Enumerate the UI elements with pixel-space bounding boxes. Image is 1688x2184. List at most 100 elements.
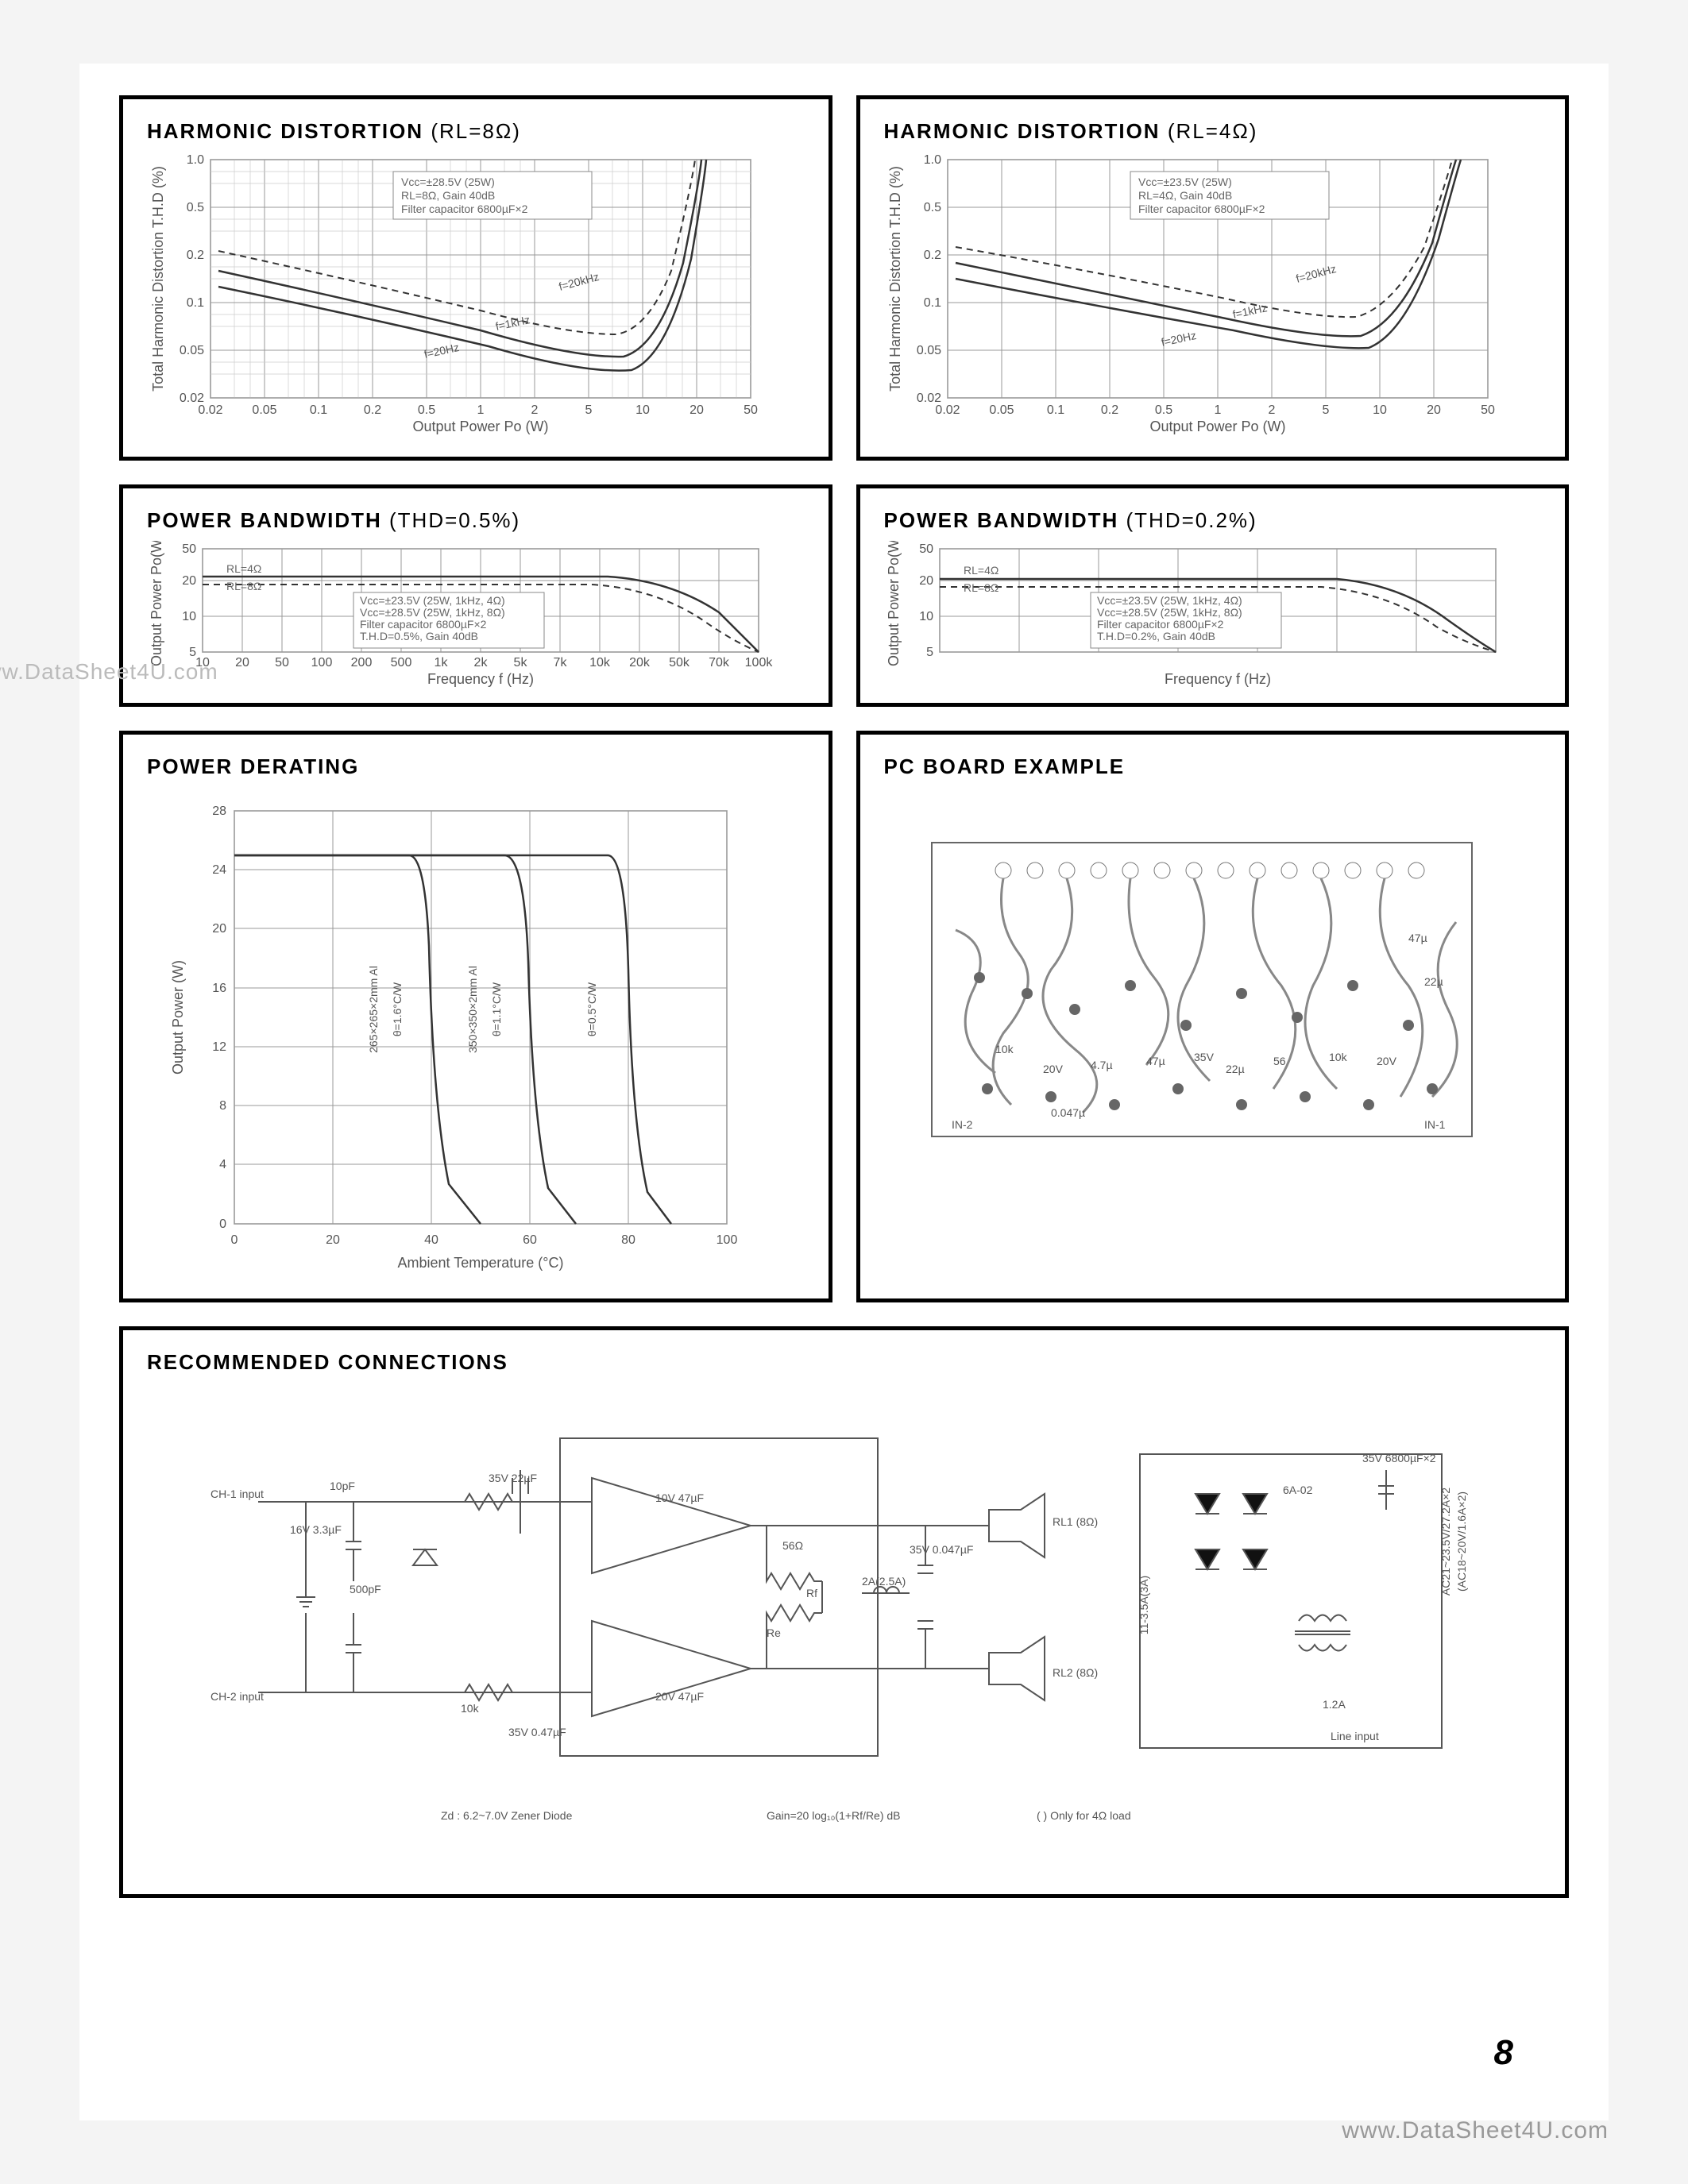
svg-text:Filter capacitor 6800µF×2: Filter capacitor 6800µF×2 [360, 618, 487, 631]
svg-text:100: 100 [717, 1233, 738, 1247]
svg-text:0.02: 0.02 [916, 392, 941, 405]
svg-text:( ) Only for 4Ω load: ( ) Only for 4Ω load [1037, 1809, 1131, 1822]
svg-text:80: 80 [621, 1233, 635, 1247]
svg-text:16V 3.3µF: 16V 3.3µF [290, 1523, 342, 1536]
svg-text:6A-02: 6A-02 [1283, 1484, 1313, 1496]
svg-text:22µ: 22µ [1226, 1063, 1245, 1075]
svg-text:2: 2 [531, 403, 539, 417]
svg-text:0.2: 0.2 [1100, 403, 1118, 417]
svg-text:Filter capacitor 6800µF×2: Filter capacitor 6800µF×2 [1138, 203, 1265, 215]
panel-harmonic-distortion-4ohm: HARMONIC DISTORTION (RL=4Ω) [856, 95, 1570, 461]
svg-text:10: 10 [635, 403, 650, 417]
svg-text:0.2: 0.2 [923, 249, 941, 262]
panel-title: HARMONIC DISTORTION (RL=8Ω) [147, 119, 805, 144]
svg-text:40: 40 [424, 1233, 438, 1247]
svg-text:0.1: 0.1 [1046, 403, 1064, 417]
svg-text:50: 50 [1481, 403, 1495, 417]
watermark-right: www.DataSheet4U.com [1342, 2117, 1609, 2144]
legend-line: RL=8Ω, Gain 40dB [401, 189, 495, 202]
svg-text:22µ: 22µ [1424, 975, 1443, 988]
svg-text:AC21~23.5V/27.2A×2: AC21~23.5V/27.2A×2 [1439, 1488, 1452, 1596]
svg-text:5: 5 [585, 403, 593, 417]
svg-text:56Ω: 56Ω [782, 1539, 803, 1552]
svg-text:10k: 10k [1329, 1051, 1348, 1063]
svg-text:Output Power (W): Output Power (W) [170, 960, 186, 1075]
svg-text:θ=0.5°C/W: θ=0.5°C/W [585, 982, 598, 1036]
svg-text:50: 50 [919, 542, 933, 556]
svg-text:2k: 2k [474, 656, 489, 669]
svg-text:35V 6800µF×2: 35V 6800µF×2 [1362, 1452, 1436, 1464]
svg-text:T.H.D=0.5%, Gain 40dB: T.H.D=0.5%, Gain 40dB [360, 630, 478, 642]
svg-text:20: 20 [235, 656, 249, 669]
svg-text:60: 60 [523, 1233, 537, 1247]
svg-text:Total Harmonic Distortion T.H.: Total Harmonic Distortion T.H.D (%) [150, 166, 166, 392]
svg-text:Re: Re [767, 1626, 781, 1639]
svg-text:5: 5 [1322, 403, 1329, 417]
svg-text:100: 100 [311, 656, 333, 669]
svg-text:7k: 7k [554, 656, 568, 669]
svg-text:0: 0 [219, 1217, 226, 1231]
svg-text:20: 20 [212, 922, 226, 936]
title-sub: (RL=8Ω) [431, 119, 521, 143]
svg-text:12: 12 [212, 1040, 226, 1054]
svg-text:Total Harmonic Distortion T.H.: Total Harmonic Distortion T.H.D (%) [887, 166, 903, 392]
svg-text:1.2A: 1.2A [1323, 1698, 1346, 1711]
svg-text:50: 50 [182, 542, 196, 556]
svg-text:0.5: 0.5 [187, 201, 204, 214]
svg-text:θ=1.1°C/W: θ=1.1°C/W [490, 982, 503, 1036]
svg-text:Vcc=±28.5V (25W, 1kHz, 8Ω): Vcc=±28.5V (25W, 1kHz, 8Ω) [1097, 606, 1242, 619]
watermark-left: www.DataSheet4U.com [0, 659, 218, 685]
svg-text:56: 56 [1273, 1055, 1286, 1067]
svg-text:10k: 10k [461, 1702, 480, 1715]
svg-text:35V 0.47µF: 35V 0.47µF [508, 1726, 566, 1738]
svg-text:0.5: 0.5 [923, 201, 941, 214]
page-number: 8 [1494, 2033, 1513, 2073]
pcb-diagram: IN-2 IN-1 10k 20V 4.7µ 0.047µ 47µ 35V 22… [884, 827, 1520, 1160]
svg-text:0.1: 0.1 [187, 296, 204, 310]
svg-text:Filter capacitor 6800µF×2: Filter capacitor 6800µF×2 [1097, 618, 1224, 631]
svg-text:f=20kHz: f=20kHz [1294, 262, 1337, 285]
svg-text:47µ: 47µ [1408, 932, 1427, 944]
svg-text:Rf: Rf [806, 1587, 817, 1599]
svg-text:20V 47µF: 20V 47µF [655, 1690, 704, 1703]
svg-text:0.05: 0.05 [252, 403, 276, 417]
svg-text:RL=8Ω: RL=8Ω [964, 581, 999, 594]
svg-text:100k: 100k [745, 656, 774, 669]
svg-text:Ambient Temperature (°C): Ambient Temperature (°C) [398, 1255, 564, 1271]
title-text: HARMONIC DISTORTION [884, 119, 1161, 143]
panel-power-bandwidth-05: POWER BANDWIDTH (THD=0.5%) [119, 484, 832, 707]
svg-text:2: 2 [1268, 403, 1275, 417]
chart-hd4: Vcc=±23.5V (25W) RL=4Ω, Gain 40dB Filter… [884, 152, 1520, 438]
svg-text:RL2 (8Ω): RL2 (8Ω) [1053, 1666, 1098, 1679]
svg-text:10V 47µF: 10V 47µF [655, 1491, 704, 1504]
svg-text:0.05: 0.05 [180, 344, 204, 357]
title-text: HARMONIC DISTORTION [147, 119, 423, 143]
svg-text:35V: 35V [1194, 1051, 1215, 1063]
svg-text:0.05: 0.05 [989, 403, 1014, 417]
svg-text:5: 5 [926, 646, 933, 659]
svg-text:10k: 10k [995, 1043, 1014, 1055]
panel-pc-board: PC BOARD EXAMPLE [856, 731, 1570, 1302]
svg-text:11-3.5A(3A): 11-3.5A(3A) [1138, 1576, 1150, 1634]
svg-text:0.1: 0.1 [923, 296, 941, 310]
svg-text:f=20Hz: f=20Hz [423, 341, 460, 361]
svg-text:CH-2 input: CH-2 input [211, 1690, 264, 1703]
svg-text:CH-1 input: CH-1 input [211, 1488, 264, 1500]
svg-text:500pF: 500pF [350, 1583, 381, 1596]
svg-text:Frequency f (Hz): Frequency f (Hz) [1164, 671, 1270, 687]
svg-text:0.2: 0.2 [187, 249, 204, 262]
svg-text:10k: 10k [589, 656, 611, 669]
svg-text:Output Power Po(W): Output Power Po(W) [149, 541, 164, 666]
svg-text:0.5: 0.5 [1154, 403, 1172, 417]
chart-pbw05: RL=4Ω RL=8Ω Vcc=±23.5V (25W, 1kHz, 4Ω) V… [147, 541, 782, 692]
svg-text:f=20Hz: f=20Hz [1160, 329, 1197, 349]
svg-text:5k: 5k [514, 656, 528, 669]
svg-text:(AC18~20V/1.6A×2): (AC18~20V/1.6A×2) [1455, 1491, 1468, 1592]
svg-text:0.2: 0.2 [364, 403, 381, 417]
svg-text:f=20kHz: f=20kHz [558, 270, 601, 293]
svg-text:T.H.D=0.2%, Gain 40dB: T.H.D=0.2%, Gain 40dB [1097, 630, 1215, 642]
svg-text:20V: 20V [1377, 1055, 1397, 1067]
svg-text:1.0: 1.0 [187, 153, 204, 167]
svg-text:20: 20 [326, 1233, 340, 1247]
chart-pbw02: RL=4Ω RL=8Ω Vcc=±23.5V (25W, 1kHz, 4Ω) V… [884, 541, 1520, 692]
